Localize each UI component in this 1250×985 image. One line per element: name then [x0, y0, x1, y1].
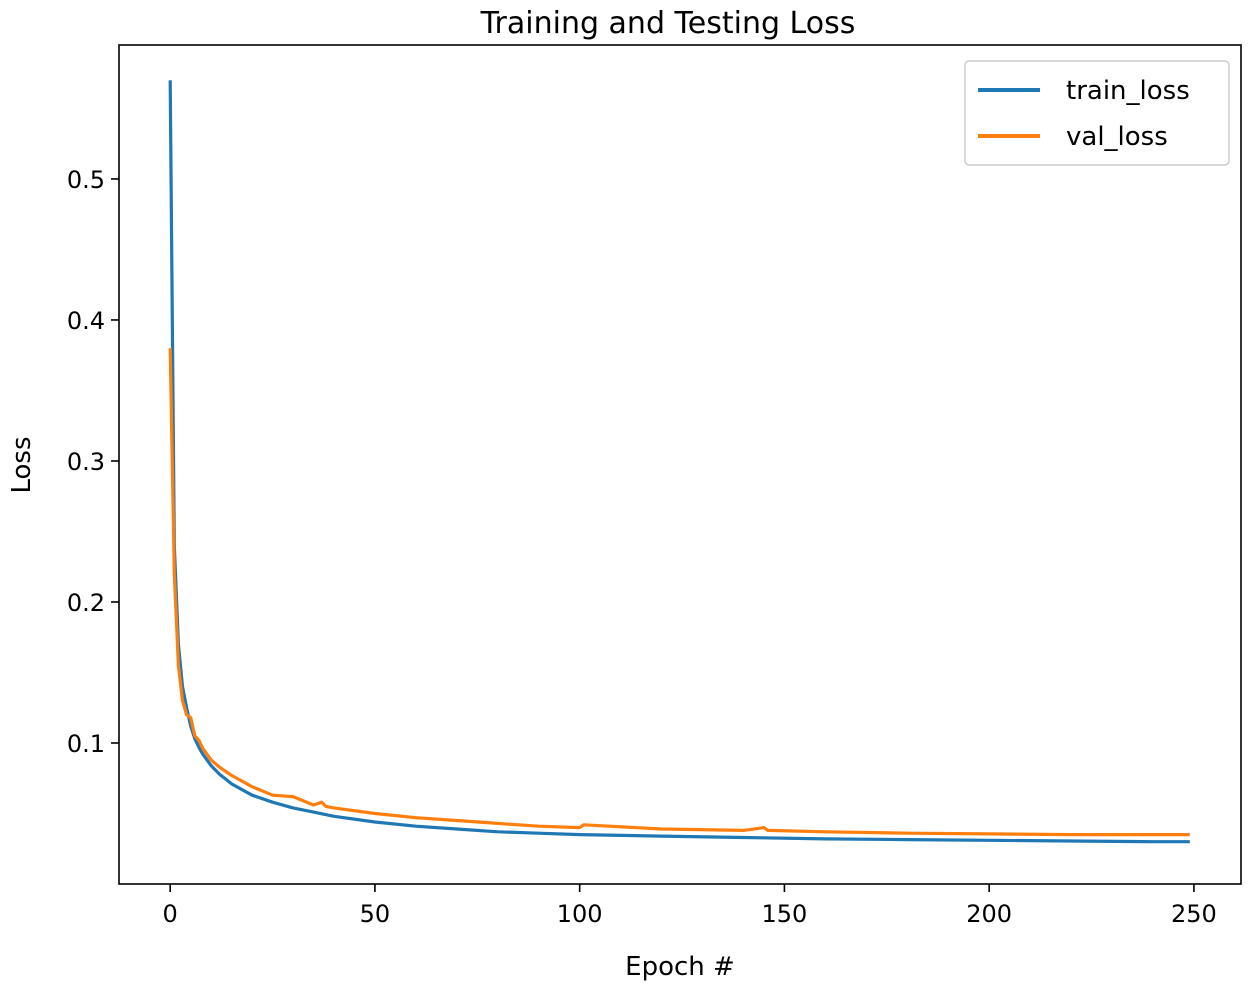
y-axis-ticks: 0.1 0.2 0.3 0.4 0.5	[67, 166, 119, 758]
legend-label-val-loss: val_loss	[1066, 122, 1168, 152]
chart-title: Training and Testing Loss	[480, 6, 856, 41]
legend-box	[964, 60, 1230, 166]
x-tick-label: 50	[360, 900, 391, 928]
series-line-train-loss	[168, 80, 1190, 844]
y-axis-label: Loss	[7, 436, 37, 493]
series-layer	[168, 80, 1190, 844]
x-tick-label: 100	[557, 900, 603, 928]
legend-label-train-loss: train_loss	[1066, 76, 1190, 106]
y-tick-label: 0.4	[67, 307, 105, 335]
x-tick-label: 250	[1171, 900, 1217, 928]
y-tick-label: 0.1	[67, 730, 105, 758]
y-tick-label: 0.2	[67, 589, 105, 617]
y-tick-label: 0.5	[67, 166, 105, 194]
y-tick-label: 0.3	[67, 448, 105, 476]
x-tick-label: 200	[966, 900, 1012, 928]
legend: train_loss val_loss	[964, 60, 1230, 166]
plot-area-frame	[118, 44, 1242, 885]
x-tick-label: 150	[762, 900, 808, 928]
x-axis-label: Epoch #	[625, 952, 735, 982]
series-line-val-loss	[168, 348, 1190, 837]
x-axis-ticks: 0 50 100 150 200 250	[163, 884, 1217, 928]
x-tick-label: 0	[163, 900, 178, 928]
